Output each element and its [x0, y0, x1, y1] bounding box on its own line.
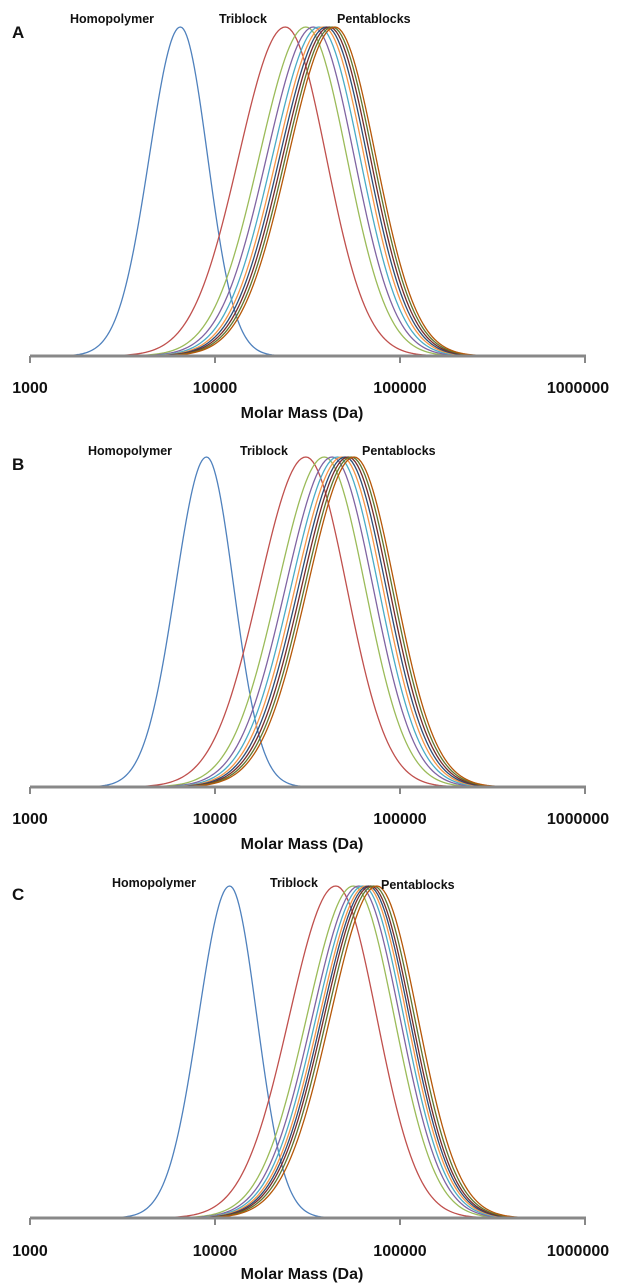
distribution-curve-b-3: [145, 456, 519, 788]
distribution-curve-a-2: [119, 26, 493, 357]
x-axis-label: Molar Mass (Da): [241, 1266, 364, 1283]
distribution-curve-b-6: [158, 456, 532, 788]
distribution-curve-a-9: [148, 26, 522, 357]
x-tick-label: 1000: [12, 1243, 48, 1260]
distribution-curve-a-1: [98, 26, 472, 357]
distribution-curve-c-8: [187, 885, 561, 1219]
distribution-curve-c-9: [190, 885, 564, 1219]
x-tick-label: 1000000: [547, 380, 609, 397]
triblock-label: Triblock: [270, 876, 318, 890]
distribution-curve-a-5: [136, 26, 510, 357]
homopolymer-label: Homopolymer: [70, 12, 154, 26]
distribution-curve-c-7: [184, 885, 558, 1219]
distribution-curve-b-5: [155, 456, 529, 788]
triblock-label: Triblock: [240, 444, 288, 458]
distribution-curve-b-0: [82, 456, 331, 788]
curves-group: [105, 885, 564, 1219]
distribution-curve-c-4: [176, 885, 550, 1219]
distribution-curve-b-8: [164, 456, 538, 788]
x-tick-label: 100000: [373, 811, 426, 828]
x-tick-label: 1000: [12, 380, 48, 397]
distribution-curve-c-3: [172, 885, 546, 1219]
curves-group: [82, 456, 541, 788]
distribution-curve-a-6: [139, 26, 513, 357]
x-tick-label: 10000: [193, 380, 238, 397]
homopolymer-label: Homopolymer: [112, 876, 196, 890]
distribution-curve-a-0: [56, 26, 305, 357]
x-tick-label: 100000: [373, 1243, 426, 1260]
triblock-label: Triblock: [219, 12, 267, 26]
distribution-curve-c-6: [181, 885, 555, 1219]
distribution-curve-c-0: [105, 885, 354, 1219]
pentablocks-label: Pentablocks: [337, 12, 411, 26]
x-tick-label: 100000: [373, 380, 426, 397]
panel-c: C Homopolymer Triblock Pentablocks 1000 …: [12, 876, 609, 1283]
x-axis-label: Molar Mass (Da): [241, 836, 364, 853]
homopolymer-label: Homopolymer: [88, 444, 172, 458]
x-tick-label: 1000: [12, 811, 48, 828]
x-axis-label: Molar Mass (Da): [241, 405, 364, 422]
distribution-curve-a-8: [145, 26, 519, 357]
distribution-curve-b-1: [119, 456, 493, 788]
distribution-curve-c-2: [166, 885, 540, 1219]
distribution-curve-b-2: [137, 456, 511, 788]
pentablocks-label: Pentablocks: [381, 878, 455, 892]
panel-letter: A: [12, 23, 24, 42]
distribution-curve-a-3: [126, 26, 500, 357]
distribution-curve-c-1: [149, 885, 523, 1219]
pentablocks-label: Pentablocks: [362, 444, 436, 458]
x-tick-label: 10000: [193, 811, 238, 828]
x-tick-label: 1000000: [547, 811, 609, 828]
distribution-curve-b-9: [167, 456, 541, 788]
panel-letter: B: [12, 455, 24, 474]
panel-letter: C: [12, 885, 24, 904]
x-tick-label: 10000: [193, 1243, 238, 1260]
curves-group: [56, 26, 522, 357]
panel-b: B Homopolymer Triblock Pentablocks 1000 …: [12, 444, 609, 853]
panel-a: A Homopolymer Triblock Pentablocks 1000 …: [12, 12, 609, 422]
distribution-curve-b-4: [151, 456, 525, 788]
distribution-curve-a-4: [132, 26, 506, 357]
x-tick-label: 1000000: [547, 1243, 609, 1260]
distribution-curve-b-7: [161, 456, 535, 788]
distribution-curve-c-5: [179, 885, 553, 1219]
